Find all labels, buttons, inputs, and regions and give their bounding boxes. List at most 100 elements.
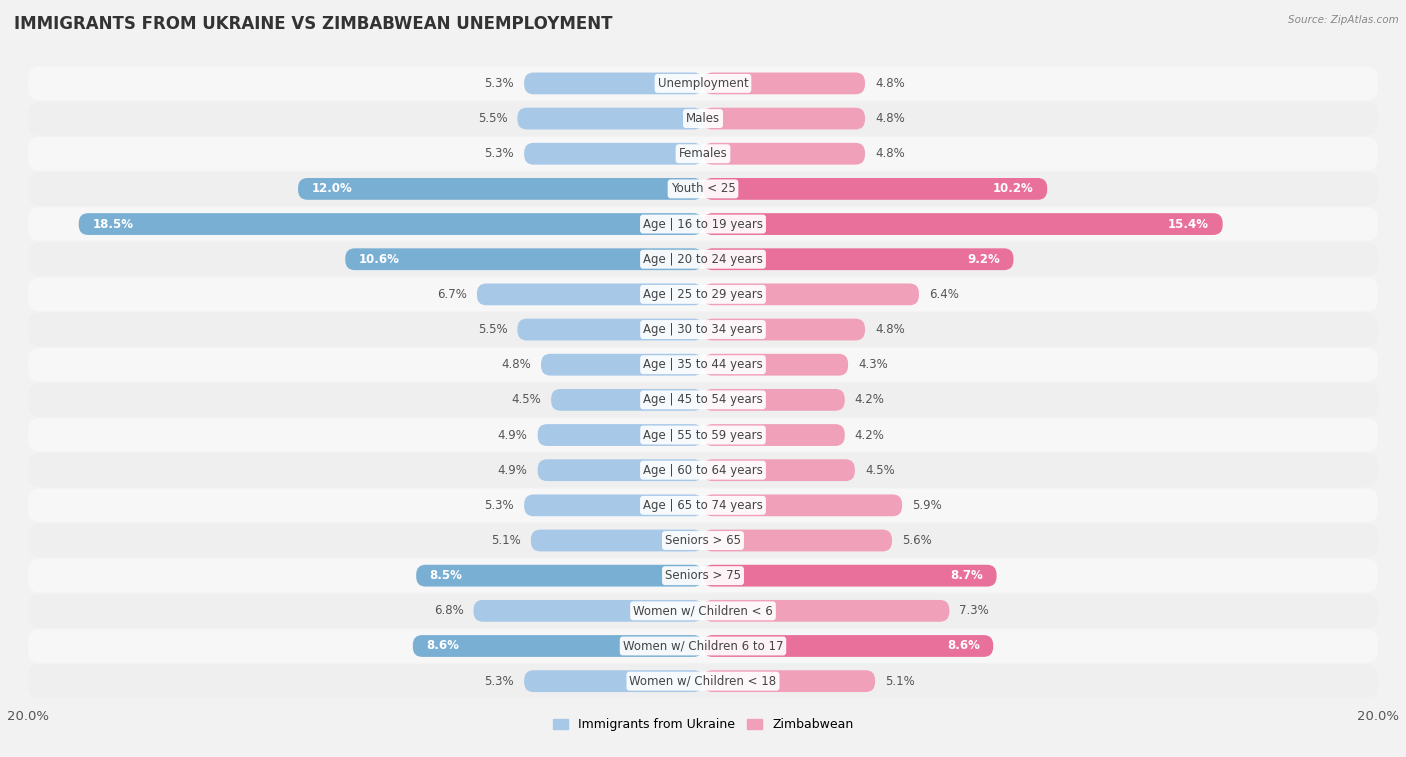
Text: Age | 55 to 59 years: Age | 55 to 59 years [643,428,763,441]
Text: 5.6%: 5.6% [903,534,932,547]
Legend: Immigrants from Ukraine, Zimbabwean: Immigrants from Ukraine, Zimbabwean [547,713,859,737]
FancyBboxPatch shape [28,278,1378,311]
FancyBboxPatch shape [28,313,1378,347]
FancyBboxPatch shape [79,213,703,235]
FancyBboxPatch shape [703,248,1014,270]
Text: 5.1%: 5.1% [886,674,915,687]
FancyBboxPatch shape [703,143,865,164]
FancyBboxPatch shape [28,453,1378,487]
Text: 5.3%: 5.3% [485,674,515,687]
Text: Age | 35 to 44 years: Age | 35 to 44 years [643,358,763,371]
Text: Seniors > 65: Seniors > 65 [665,534,741,547]
FancyBboxPatch shape [524,494,703,516]
FancyBboxPatch shape [524,143,703,164]
Text: 12.0%: 12.0% [312,182,353,195]
FancyBboxPatch shape [524,73,703,95]
FancyBboxPatch shape [541,354,703,375]
Text: Youth < 25: Youth < 25 [671,182,735,195]
Text: 5.3%: 5.3% [485,77,515,90]
FancyBboxPatch shape [28,418,1378,452]
FancyBboxPatch shape [298,178,703,200]
FancyBboxPatch shape [416,565,703,587]
Text: Age | 65 to 74 years: Age | 65 to 74 years [643,499,763,512]
Text: Females: Females [679,148,727,160]
FancyBboxPatch shape [28,594,1378,628]
Text: 8.7%: 8.7% [950,569,983,582]
Text: 4.2%: 4.2% [855,394,884,407]
Text: 8.6%: 8.6% [946,640,980,653]
FancyBboxPatch shape [28,629,1378,663]
FancyBboxPatch shape [413,635,703,657]
Text: 4.3%: 4.3% [858,358,889,371]
FancyBboxPatch shape [551,389,703,411]
FancyBboxPatch shape [28,101,1378,136]
Text: 4.5%: 4.5% [865,464,894,477]
Text: Seniors > 75: Seniors > 75 [665,569,741,582]
Text: 10.6%: 10.6% [359,253,399,266]
Text: 9.2%: 9.2% [967,253,1000,266]
FancyBboxPatch shape [703,389,845,411]
FancyBboxPatch shape [703,459,855,481]
FancyBboxPatch shape [477,283,703,305]
FancyBboxPatch shape [28,207,1378,241]
Text: 5.5%: 5.5% [478,323,508,336]
Text: Women w/ Children < 6: Women w/ Children < 6 [633,604,773,617]
Text: Women w/ Children 6 to 17: Women w/ Children 6 to 17 [623,640,783,653]
Text: 8.6%: 8.6% [426,640,460,653]
Text: Age | 16 to 19 years: Age | 16 to 19 years [643,217,763,231]
FancyBboxPatch shape [28,559,1378,593]
FancyBboxPatch shape [346,248,703,270]
Text: Age | 45 to 54 years: Age | 45 to 54 years [643,394,763,407]
FancyBboxPatch shape [703,670,875,692]
FancyBboxPatch shape [28,242,1378,276]
FancyBboxPatch shape [28,347,1378,382]
Text: 18.5%: 18.5% [93,217,134,231]
FancyBboxPatch shape [28,172,1378,206]
Text: 4.9%: 4.9% [498,428,527,441]
FancyBboxPatch shape [703,530,891,551]
FancyBboxPatch shape [703,424,845,446]
FancyBboxPatch shape [28,383,1378,417]
Text: 4.2%: 4.2% [855,428,884,441]
FancyBboxPatch shape [703,494,903,516]
Text: 5.1%: 5.1% [491,534,520,547]
Text: 5.9%: 5.9% [912,499,942,512]
Text: IMMIGRANTS FROM UKRAINE VS ZIMBABWEAN UNEMPLOYMENT: IMMIGRANTS FROM UKRAINE VS ZIMBABWEAN UN… [14,15,613,33]
Text: 5.3%: 5.3% [485,148,515,160]
Text: 4.8%: 4.8% [501,358,531,371]
Text: 4.5%: 4.5% [512,394,541,407]
FancyBboxPatch shape [703,319,865,341]
Text: 10.2%: 10.2% [993,182,1033,195]
Text: Unemployment: Unemployment [658,77,748,90]
Text: Women w/ Children < 18: Women w/ Children < 18 [630,674,776,687]
FancyBboxPatch shape [703,178,1047,200]
FancyBboxPatch shape [524,670,703,692]
Text: Males: Males [686,112,720,125]
Text: Age | 25 to 29 years: Age | 25 to 29 years [643,288,763,301]
FancyBboxPatch shape [28,488,1378,522]
FancyBboxPatch shape [703,213,1223,235]
FancyBboxPatch shape [703,565,997,587]
Text: 8.5%: 8.5% [430,569,463,582]
FancyBboxPatch shape [28,67,1378,100]
Text: 4.8%: 4.8% [875,323,905,336]
FancyBboxPatch shape [531,530,703,551]
Text: 4.8%: 4.8% [875,148,905,160]
FancyBboxPatch shape [703,283,920,305]
FancyBboxPatch shape [28,665,1378,698]
FancyBboxPatch shape [28,524,1378,557]
Text: Age | 30 to 34 years: Age | 30 to 34 years [643,323,763,336]
FancyBboxPatch shape [474,600,703,621]
FancyBboxPatch shape [703,635,993,657]
Text: 6.4%: 6.4% [929,288,959,301]
FancyBboxPatch shape [703,354,848,375]
Text: Age | 20 to 24 years: Age | 20 to 24 years [643,253,763,266]
FancyBboxPatch shape [703,107,865,129]
FancyBboxPatch shape [537,424,703,446]
FancyBboxPatch shape [28,137,1378,170]
FancyBboxPatch shape [537,459,703,481]
Text: Source: ZipAtlas.com: Source: ZipAtlas.com [1288,15,1399,25]
Text: 4.8%: 4.8% [875,112,905,125]
Text: 4.8%: 4.8% [875,77,905,90]
Text: 5.5%: 5.5% [478,112,508,125]
